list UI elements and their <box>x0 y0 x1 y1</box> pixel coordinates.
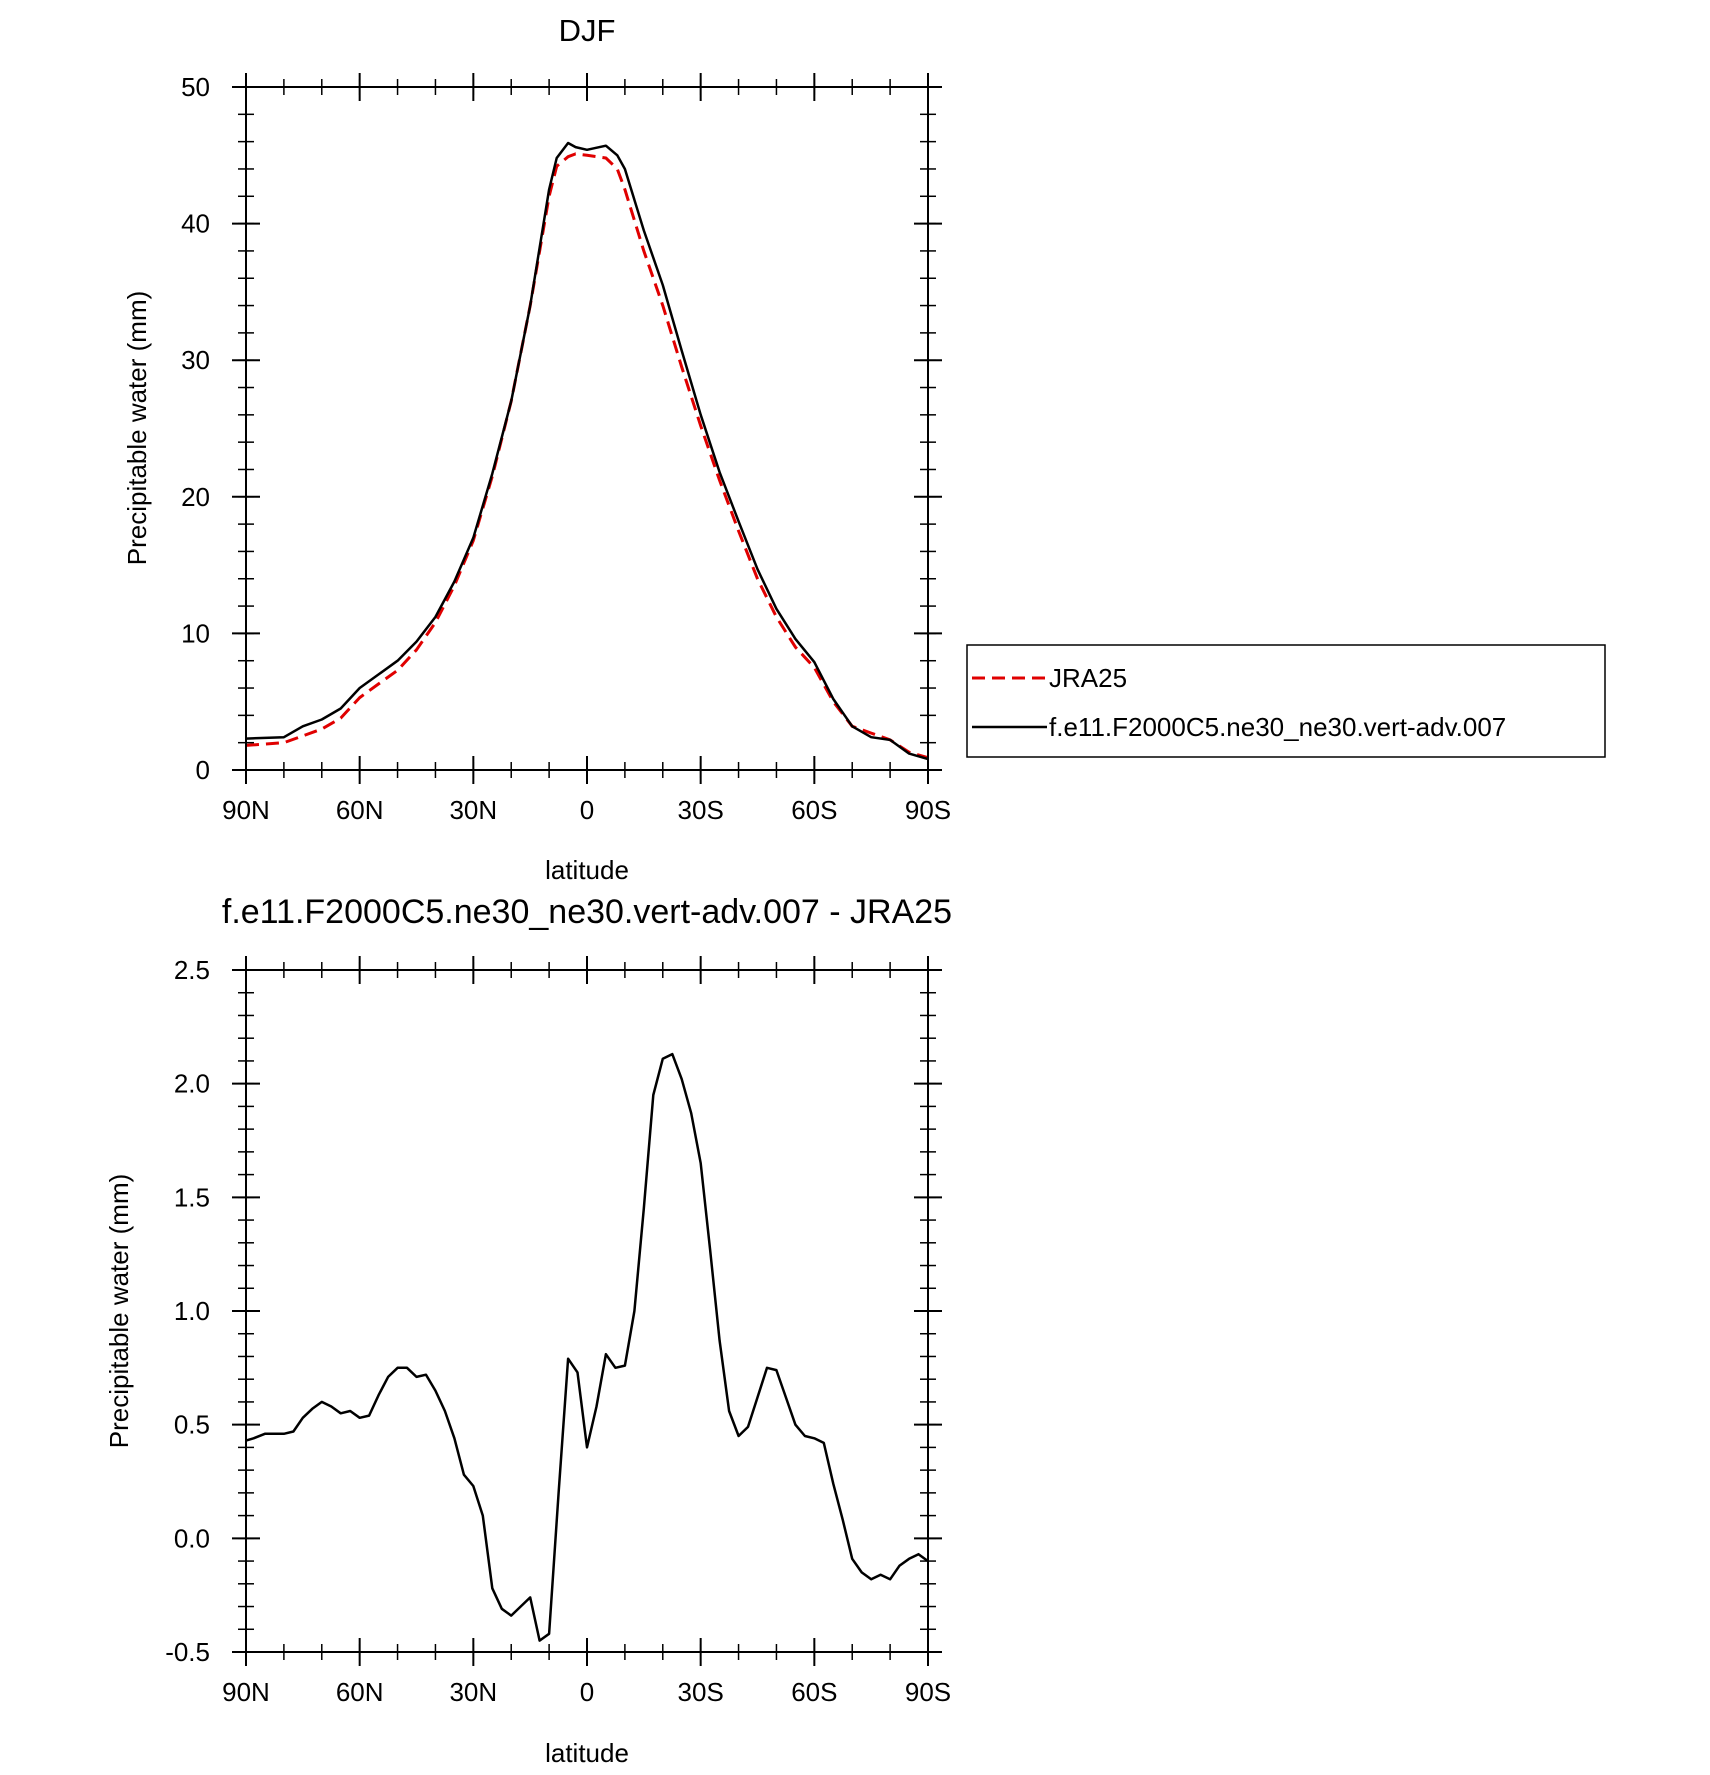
y-axis-label: Precipitable water (mm) <box>104 1174 134 1449</box>
series-line-jra25 <box>245 152 929 760</box>
x-tick-label: 90N <box>222 1677 270 1707</box>
x-tick-label: 30S <box>678 1677 724 1707</box>
x-tick-label: 90S <box>905 1677 951 1707</box>
legend-label-jra25: JRA25 <box>1049 663 1127 693</box>
x-axis-ticks: 90N 60N 30N 0 30S 60S 90S <box>222 956 951 1707</box>
y-tick-label: 2.0 <box>174 1069 210 1099</box>
series-lines <box>245 141 929 761</box>
x-tick-label: 0 <box>580 1677 594 1707</box>
x-tick-label: 60N <box>336 1677 384 1707</box>
y-axis-label: Precipitable water (mm) <box>122 291 152 566</box>
y-tick-label: 1.5 <box>174 1182 210 1212</box>
y-tick-label: 20 <box>181 482 210 512</box>
x-tick-label: 30N <box>449 795 497 825</box>
y-tick-label: 0.0 <box>174 1523 210 1553</box>
y-axis-ticks: 0 10 20 30 40 50 <box>181 72 942 785</box>
x-tick-label: 90S <box>905 795 951 825</box>
chart-title: DJF <box>559 13 616 48</box>
top-panel: DJF 90N 60N 30N 0 30S 60S 90S 0 10 20 30 40 50 lati… <box>122 13 1606 885</box>
series-line-model <box>245 141 929 761</box>
x-tick-label: 60S <box>791 795 837 825</box>
y-tick-label: 40 <box>181 209 210 239</box>
legend-label-model: f.e11.F2000C5.ne30_ne30.vert-adv.007 <box>1049 712 1506 742</box>
y-tick-label: 50 <box>181 72 210 102</box>
minor-ticks <box>238 962 936 1660</box>
x-tick-label: 30S <box>678 795 724 825</box>
y-tick-label: 2.5 <box>174 955 210 985</box>
y-tick-label: 30 <box>181 345 210 375</box>
x-tick-label: 60N <box>336 795 384 825</box>
y-tick-label: 10 <box>181 618 210 648</box>
legend: JRA25 f.e11.F2000C5.ne30_ne30.vert-adv.0… <box>966 644 1606 758</box>
chart-title: f.e11.F2000C5.ne30_ne30.vert-adv.007 - J… <box>222 893 952 931</box>
legend-box <box>966 644 1606 758</box>
y-tick-label: 0 <box>196 755 210 785</box>
plot-frame <box>245 969 929 1653</box>
y-tick-label: -0.5 <box>165 1637 210 1667</box>
y-axis-ticks: -0.5 0.0 0.5 1.0 1.5 2.0 2.5 <box>165 955 942 1667</box>
minor-ticks <box>238 79 936 778</box>
x-tick-label: 0 <box>580 795 594 825</box>
plot-frame <box>245 86 929 771</box>
series-lines <box>245 1052 929 1642</box>
series-line-model <box>245 1052 929 1642</box>
x-axis-label: latitude <box>545 1738 629 1768</box>
x-tick-label: 30N <box>449 1677 497 1707</box>
y-tick-label: 1.0 <box>174 1296 210 1326</box>
y-tick-label: 0.5 <box>174 1410 210 1440</box>
x-tick-label: 90N <box>222 795 270 825</box>
x-axis-label: latitude <box>545 855 629 885</box>
x-tick-label: 60S <box>791 1677 837 1707</box>
bottom-panel: f.e11.F2000C5.ne30_ne30.vert-adv.007 - J… <box>104 893 952 1768</box>
